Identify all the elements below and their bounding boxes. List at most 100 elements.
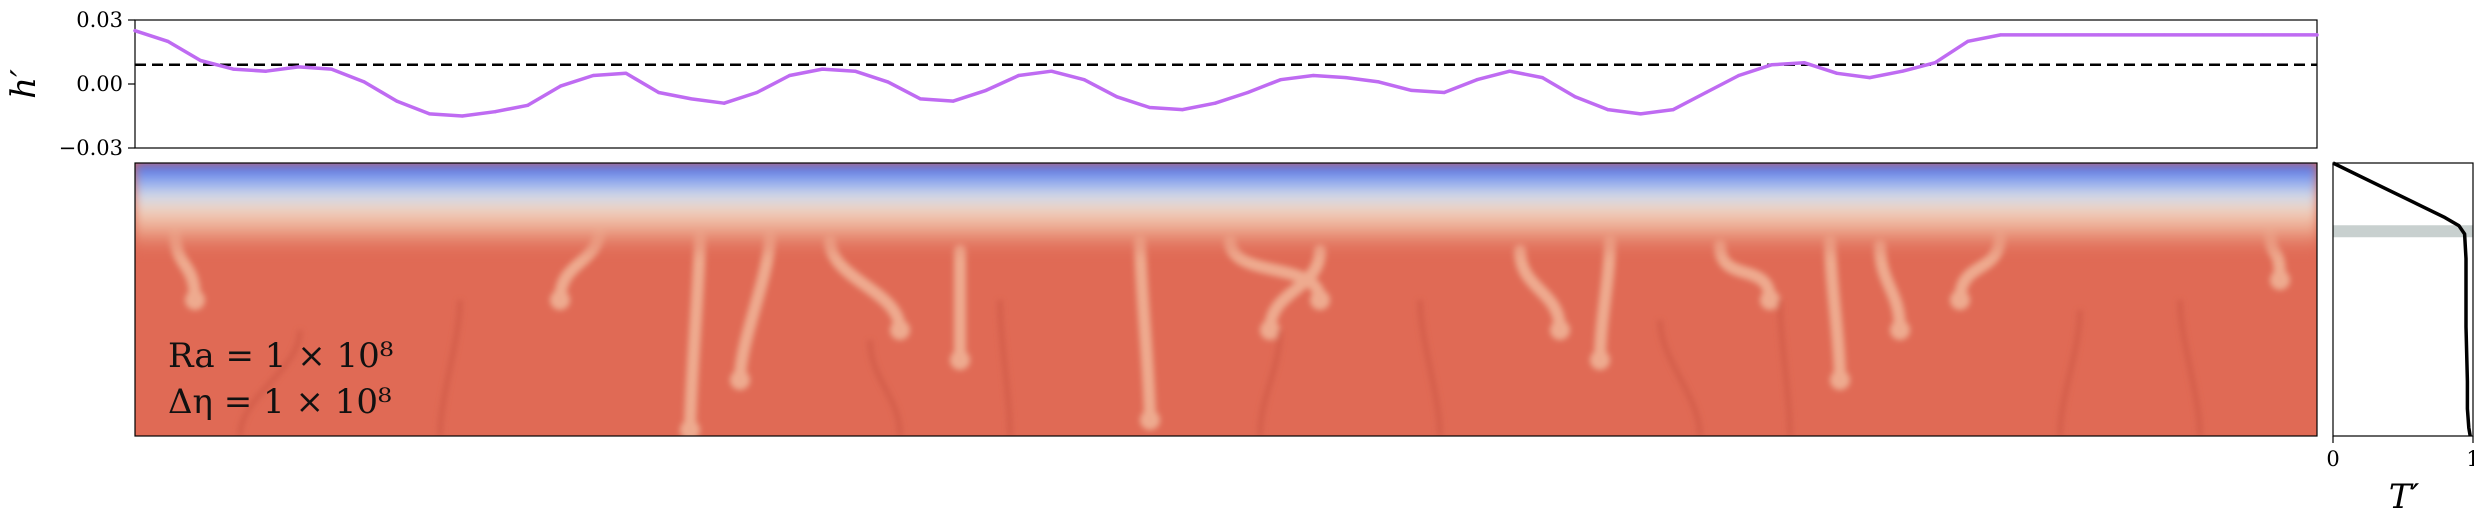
h-prime-point	[2129, 33, 2134, 37]
field-plume-head	[550, 290, 570, 310]
h-prime-point	[1377, 80, 1381, 84]
h-prime-point	[853, 69, 857, 73]
h-prime-point	[1344, 76, 1348, 80]
field-filament	[1417, 299, 1443, 436]
h-prime-point	[2315, 33, 2319, 37]
field-plume-head	[2270, 270, 2290, 290]
h-prime-point	[1475, 78, 1479, 82]
h-prime-point	[395, 99, 399, 103]
h-prime-point	[1704, 90, 1708, 95]
field-plume	[1264, 244, 1326, 336]
h-prime-ytick-label: 0.03	[76, 8, 123, 32]
h-prime-point	[1999, 33, 2003, 37]
h-prime-point	[820, 67, 824, 71]
h-prime-point	[1900, 69, 1905, 73]
h-prime-point	[755, 90, 759, 95]
field-plume-head	[1830, 370, 1850, 390]
h-prime-point	[1540, 76, 1544, 80]
h-prime-point	[198, 58, 203, 63]
h-prime-point	[1966, 39, 1970, 43]
h-prime-point	[166, 39, 170, 43]
h-prime-point	[722, 101, 726, 105]
field-plume-head	[1140, 410, 1160, 430]
field-plume-head	[1590, 350, 1610, 370]
field-filament	[237, 329, 303, 436]
h-prime-point	[1082, 78, 1086, 82]
h-prime-point	[657, 90, 661, 95]
h-prime-point	[886, 80, 890, 84]
h-prime-point	[362, 80, 366, 84]
field-plume-head	[680, 420, 700, 436]
h-prime-point	[460, 114, 464, 118]
field-filament	[2057, 309, 2083, 436]
h-prime-point	[1278, 78, 1283, 82]
h-prime-point	[1835, 71, 1839, 75]
h-prime-panel: −0.03 0.00 0.03 h′	[4, 8, 2319, 160]
h-prime-point	[1148, 105, 1152, 110]
h-prime-point	[2064, 33, 2068, 37]
field-filament	[997, 299, 1013, 436]
field-filament	[1257, 329, 1283, 436]
field-filament	[1777, 299, 1793, 436]
h-prime-point	[427, 112, 432, 116]
h-prime-point	[1442, 90, 1446, 95]
h-prime-point	[1311, 73, 1315, 78]
h-prime-point	[1180, 108, 1184, 112]
field-plume-head	[185, 290, 205, 310]
h-prime-point	[1638, 112, 1643, 116]
h-prime-point	[918, 97, 923, 101]
h-prime-point	[2162, 33, 2166, 37]
h-prime-point	[231, 67, 235, 71]
field-filament	[1657, 319, 1703, 436]
h-prime-point	[1213, 101, 1217, 105]
h-prime-point	[591, 73, 595, 78]
field-plume-head	[1550, 320, 1570, 340]
h-prime-points	[133, 29, 2319, 118]
h-prime-point	[689, 97, 694, 101]
h-prime-point	[133, 29, 137, 33]
h-prime-point	[1606, 108, 1610, 112]
field-plume-head	[950, 350, 970, 370]
temperature-field-panel: Ra = 1 × 10⁸ Δη = 1 × 10⁸	[134, 162, 2318, 437]
h-prime-point	[984, 88, 988, 92]
h-prime-ytick-label: −0.03	[59, 136, 123, 160]
field-plume-head	[1260, 320, 1280, 340]
field-filament	[437, 299, 463, 436]
h-prime-point	[526, 103, 530, 107]
h-prime-point	[1671, 108, 1675, 112]
field-plume-head	[1890, 320, 1910, 340]
field-plume-head	[1760, 290, 1780, 310]
field-plume-head	[1950, 290, 1970, 310]
profile-axes-frame	[2332, 162, 2474, 437]
h-prime-point	[1508, 69, 1512, 73]
field-plume-head	[890, 320, 910, 340]
h-prime-point	[2195, 33, 2199, 37]
profile-xlabel: T′	[2389, 477, 2420, 517]
h-prime-point	[1409, 88, 1414, 92]
h-prime-point	[1802, 61, 1806, 65]
h-prime-point	[1573, 95, 1577, 99]
field-filament	[867, 339, 903, 436]
h-prime-point	[2260, 33, 2265, 37]
field-axes-frame	[134, 162, 2318, 437]
profile-xtick-label: 0	[2326, 447, 2339, 471]
annotation-ra: Ra = 1 × 10⁸	[168, 336, 393, 376]
field-plume-head	[730, 370, 750, 390]
h-prime-point	[558, 84, 563, 88]
h-prime-point	[2293, 33, 2297, 37]
h-prime-point	[2097, 33, 2101, 37]
h-prime-point	[1868, 76, 1872, 80]
h-prime-ylabel: h′	[4, 69, 44, 99]
h-prime-axes-frame	[134, 19, 2318, 149]
h-prime-series-line	[133, 28, 2319, 118]
h-prime-point	[1049, 69, 1054, 73]
h-prime-point	[2031, 33, 2035, 37]
h-prime-point	[2228, 33, 2232, 37]
field-top-boundary-layer	[135, 163, 2317, 258]
field-filament	[2177, 299, 2203, 436]
h-prime-point	[1017, 73, 1021, 78]
h-prime-point	[297, 65, 301, 69]
